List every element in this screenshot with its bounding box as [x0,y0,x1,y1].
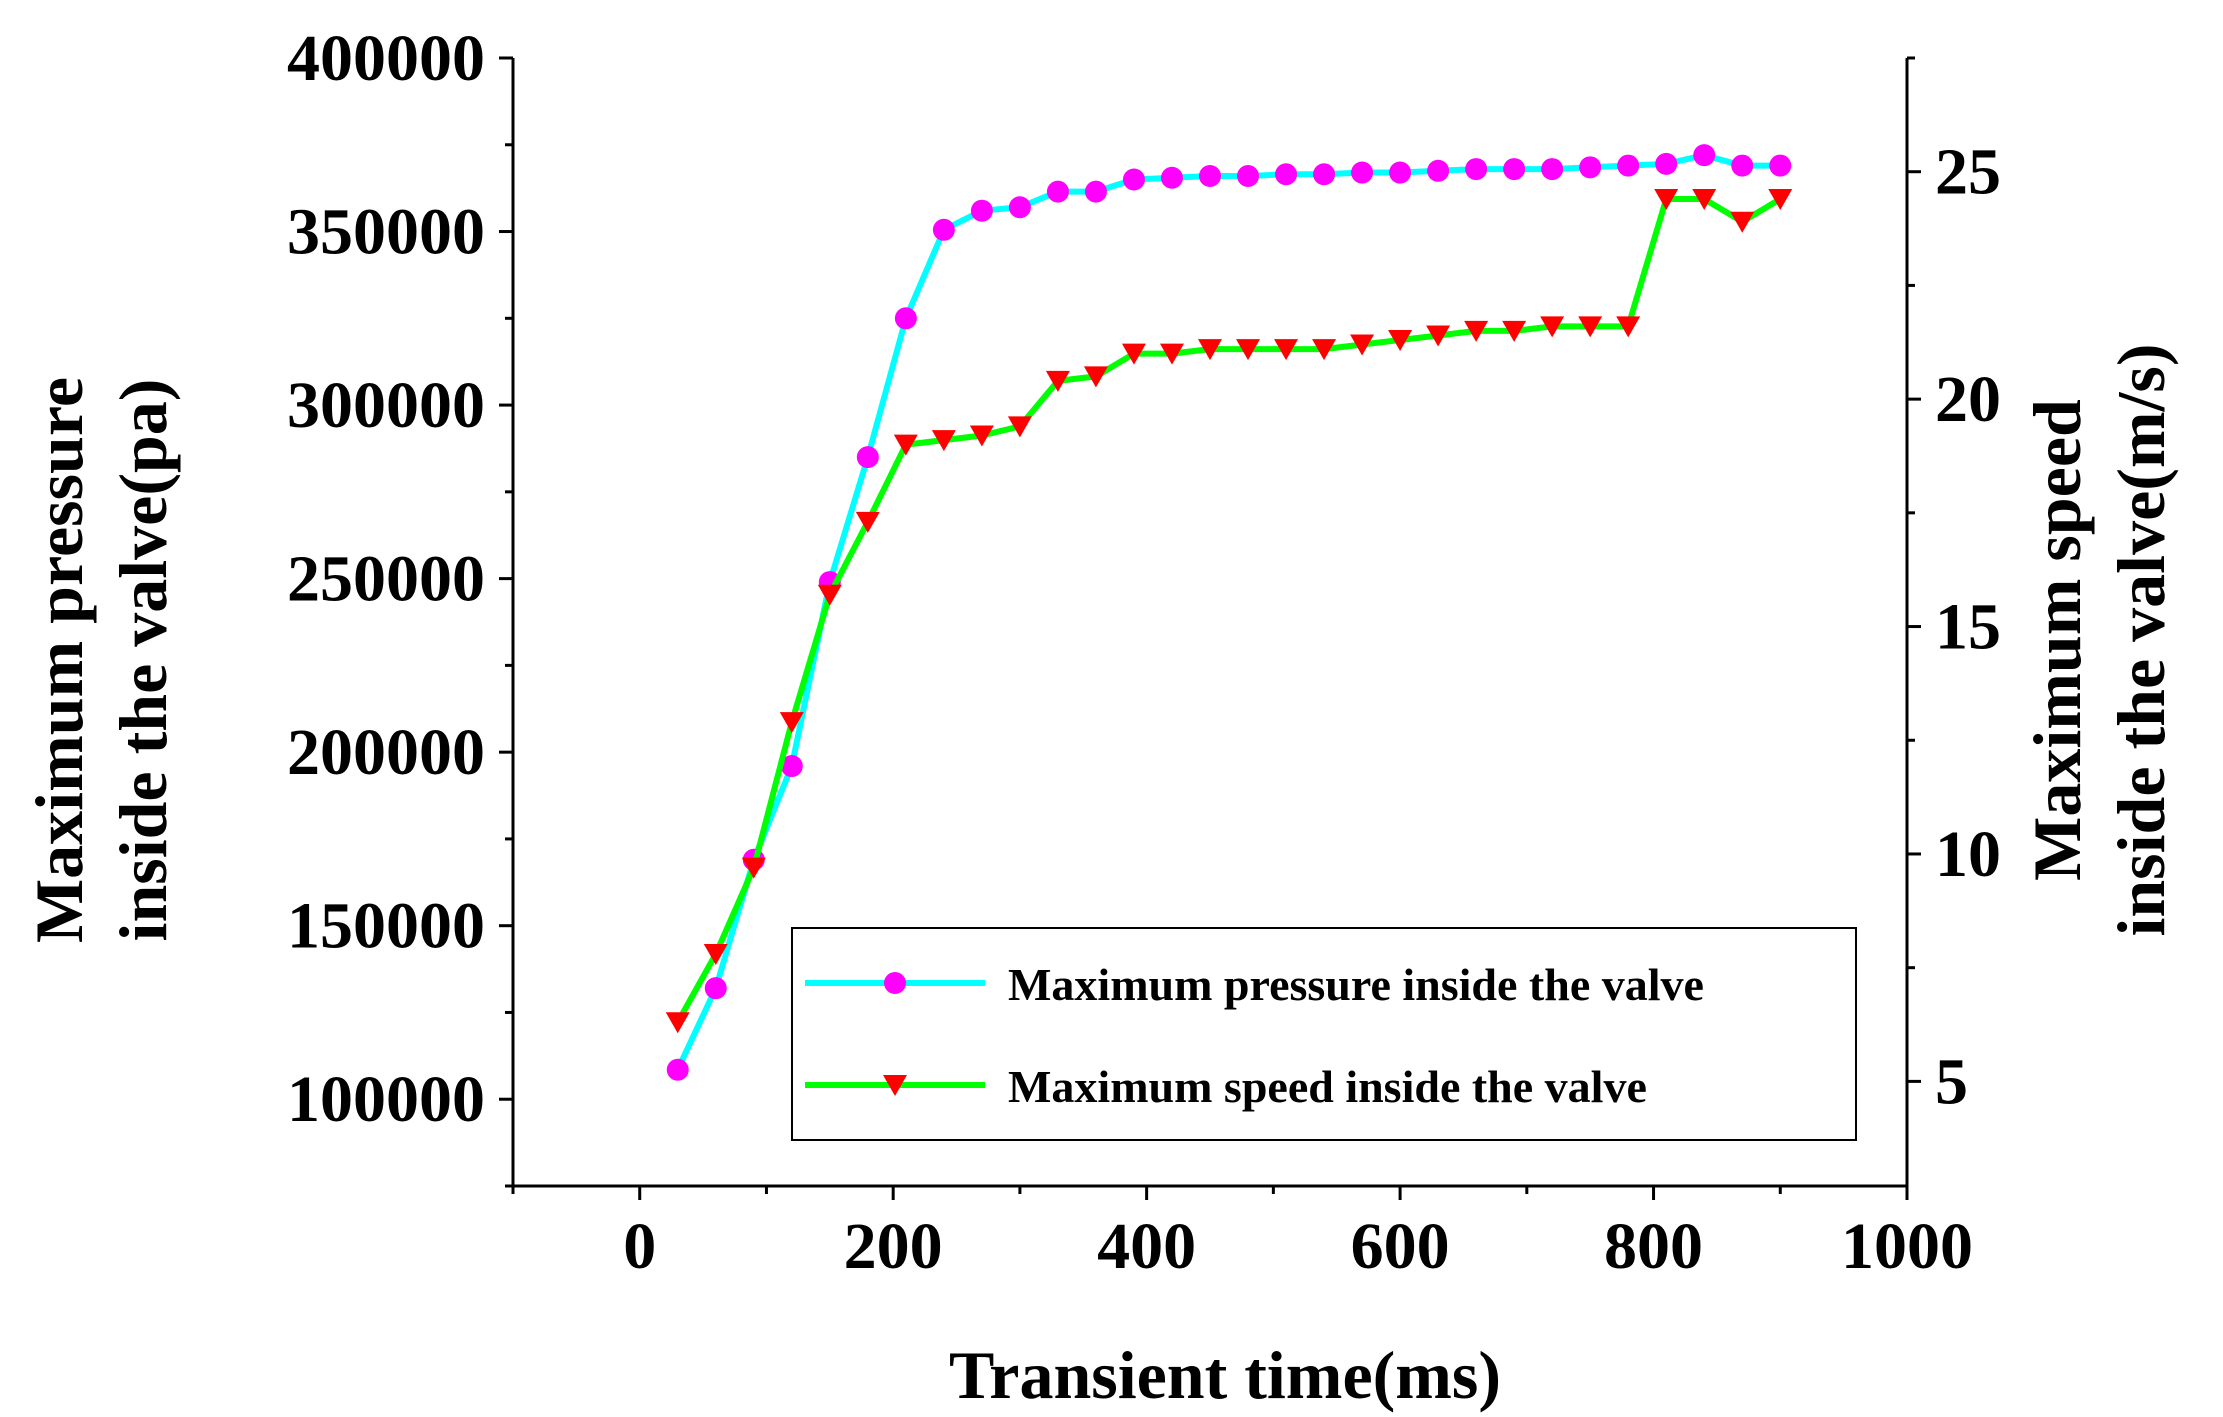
data-point [931,430,956,452]
y-right-tick-label: 15 [1935,591,2001,664]
y-right-tick-label: 10 [1935,818,2001,891]
data-point [1617,154,1640,177]
x-axis-title: Transient time(ms) [949,1337,1501,1413]
data-point [1426,325,1451,347]
y-right-axis-title-line-2: inside the valve(m/s) [2103,343,2179,936]
x-tick-label: 400 [1097,1210,1196,1283]
data-point [1655,152,1678,175]
data-point [741,857,766,879]
data-point [1616,316,1641,338]
data-point [1159,343,1184,365]
data-point [969,425,994,447]
data-point [1313,163,1336,186]
data-point [1540,316,1565,338]
y-left-tick-label: 350000 [287,196,485,269]
data-point [1237,165,1260,188]
y-left-tick-label: 100000 [287,1063,485,1136]
y-left-axis-title: Maximum pressure inside the valve(pa) [21,377,181,943]
data-point [1350,334,1375,356]
data-point [665,1012,690,1034]
data-point [1199,165,1221,188]
data-point [932,218,955,241]
legend-speed-marker [883,1075,907,1096]
y-left-axis-title-line-1: Maximum pressure [21,377,97,943]
data-point [1769,154,1792,177]
data-point [1389,161,1412,184]
legend-pressure-marker [884,972,906,994]
data-point [1046,180,1069,203]
data-point [1083,366,1108,388]
y-left-axis-title-line-2: inside the valve(pa) [105,379,181,942]
data-point [1503,158,1526,181]
data-point [1692,189,1717,210]
data-point [780,755,803,778]
y-left-tick-label: 300000 [287,369,485,442]
data-point [1198,339,1222,361]
data-point [1045,370,1070,392]
data-point [1388,330,1413,351]
data-point [666,1058,689,1081]
y-right-axis-title: Maximum speed inside the valve(m/s) [2019,343,2179,936]
data-point [1465,158,1488,181]
data-point [1008,196,1031,219]
series-line [675,196,1782,1024]
data-point [894,307,917,330]
series-layer [665,144,1793,1081]
y-right-tick-label: 5 [1935,1045,1968,1118]
data-point [1578,316,1603,338]
legend-speed-label: Maximum speed inside the valve [1008,1061,1647,1112]
data-point [856,446,879,469]
data-point [704,977,727,1000]
data-point [1351,161,1374,184]
data-point [893,434,918,456]
data-point [1541,158,1564,181]
data-point [1731,154,1754,177]
x-tick-label: 1000 [1841,1210,1973,1283]
data-point [1275,163,1298,186]
y-right-axis: 5 10 15 20 25 [1907,56,2001,1118]
data-point [1427,159,1450,182]
x-tick-label: 800 [1604,1210,1703,1283]
data-point [817,584,842,606]
y-right-tick-label: 20 [1935,363,2001,436]
x-tick-label: 0 [623,1210,656,1283]
y-right-axis-title-line-1: Maximum speed [2019,399,2095,881]
data-point [1122,168,1145,191]
data-point [1730,211,1755,233]
x-axis: 0 200 400 600 800 1000 [511,1186,1973,1283]
series-speed [665,189,1793,1034]
data-point [1768,189,1793,210]
data-point [1654,189,1679,210]
data-point [703,944,728,966]
data-point [1464,320,1489,342]
y-left-tick-label: 200000 [287,716,485,789]
y-left-tick-label: 400000 [287,22,485,95]
y-left-tick-label: 150000 [287,890,485,963]
data-point [1579,156,1602,179]
legend: Maximum pressure inside the valve Maximu… [791,927,1857,1141]
data-point [970,199,993,222]
plot-frame [511,58,1909,1188]
y-right-tick-label: 25 [1935,136,2001,209]
x-tick-label: 600 [1351,1210,1450,1283]
data-point [1502,320,1527,342]
data-point [1007,416,1032,438]
data-point [1693,144,1716,167]
data-point [779,712,804,734]
data-point [1121,343,1146,365]
data-point [1160,166,1183,189]
data-point [855,511,880,533]
y-left-tick-label: 250000 [287,543,485,616]
legend-pressure-label: Maximum pressure inside the valve [1008,959,1704,1010]
data-point [1274,339,1299,361]
data-point [1236,339,1261,361]
data-point [1312,339,1337,361]
data-point [1084,180,1107,203]
x-tick-label: 200 [844,1210,943,1283]
legend-box [791,927,1857,1141]
y-left-axis: 100000 150000 200000 250000 300000 350000 4000… [287,22,513,1188]
